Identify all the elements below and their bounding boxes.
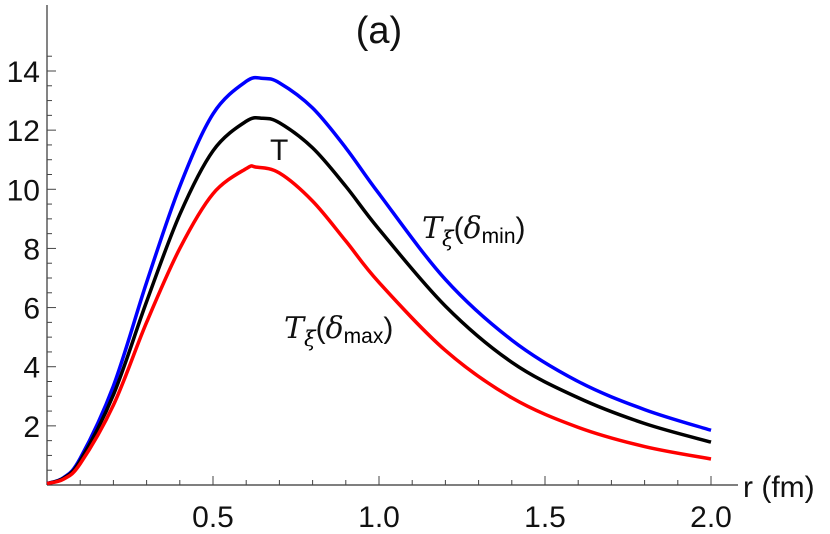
label-max-close: ) (383, 312, 393, 345)
label-t-xi-delta-min: Tξ(δmin) (422, 211, 526, 251)
y-tick-label: 4 (23, 352, 40, 385)
x-tick-label: 0.5 (192, 501, 234, 534)
series-line-1 (46, 115, 712, 486)
x-tick-label: 1.5 (524, 501, 566, 534)
x-axis-title: r (fm) (743, 471, 815, 504)
series-line-2 (46, 164, 712, 486)
y-tick-label: 14 (7, 56, 40, 89)
axes: 0.5 1.0 1.5 2.0 2 4 6 8 10 12 14 (7, 5, 738, 534)
label-min-base: T (422, 211, 444, 246)
y-tick-label: 10 (7, 174, 40, 207)
y-tick-label: 2 (23, 411, 40, 444)
chart-title: (a) (356, 10, 402, 52)
series-line-0 (46, 75, 712, 486)
label-min-delta-sub: min (482, 225, 516, 248)
label-max-base: T (284, 311, 306, 346)
x-tick-label: 2.0 (690, 501, 732, 534)
label-max-sub: ξ (304, 327, 317, 351)
curve-label-t: T (270, 134, 288, 167)
label-max-delta-sub: max (344, 325, 384, 348)
y-tick-label: 12 (7, 115, 40, 148)
label-min-open: ( (454, 212, 464, 245)
y-tick-label: 8 (23, 233, 40, 266)
label-max-open: ( (316, 312, 326, 345)
label-max-delta: δ (326, 311, 344, 346)
series-group (46, 75, 712, 486)
x-tick-label: 1.0 (358, 501, 400, 534)
label-t-xi-delta-max: Tξ(δmax) (284, 311, 393, 351)
label-min-delta: δ (464, 211, 482, 246)
label-min-close: ) (516, 212, 526, 245)
label-min-sub: ξ (442, 227, 455, 251)
y-tick-label: 6 (23, 293, 40, 326)
